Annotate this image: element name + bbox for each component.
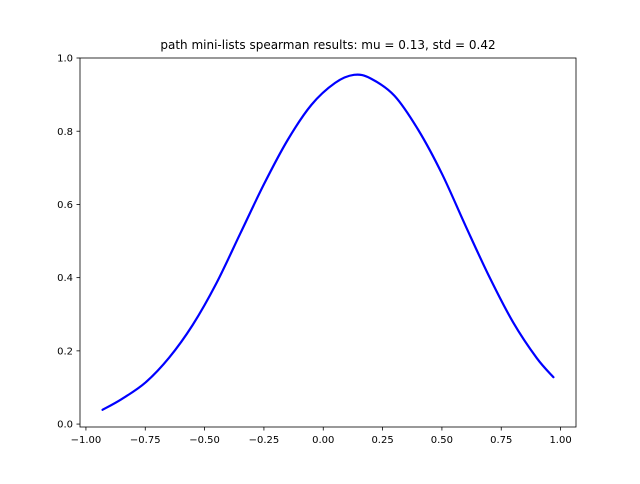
y-tick-label: 1.0 <box>57 54 73 65</box>
y-tick-label: 0.4 <box>57 273 73 284</box>
x-tick-label: 0.50 <box>431 435 453 446</box>
x-tick-label: 0.25 <box>371 435 393 446</box>
data-layer <box>101 73 555 411</box>
x-tick-label: −0.50 <box>189 435 220 446</box>
x-tick-label: 0.75 <box>490 435 512 446</box>
x-tick-label: −0.75 <box>130 435 161 446</box>
y-tick-label: 0.0 <box>57 420 73 431</box>
x-tick-label: −0.25 <box>249 435 280 446</box>
chart-title: path mini-lists spearman results: mu = 0… <box>160 38 495 52</box>
y-axis: 0.0 0.2 0.4 0.6 0.8 1.0 <box>57 54 80 431</box>
plot-area-frame <box>79 57 577 428</box>
y-tick-label: 0.2 <box>57 346 73 357</box>
x-tick-label: 0.00 <box>312 435 334 446</box>
x-tick-label: 1.00 <box>549 435 571 446</box>
y-tick-label: 0.6 <box>57 200 73 211</box>
x-tick-label: −1.00 <box>71 435 102 446</box>
y-tick-label: 0.8 <box>57 127 73 138</box>
x-axis: −1.00 −0.75 −0.50 −0.25 0.00 0.25 0.50 0.75 1.00 <box>71 427 572 446</box>
series-line <box>101 73 555 411</box>
plot-area-background <box>80 58 576 427</box>
